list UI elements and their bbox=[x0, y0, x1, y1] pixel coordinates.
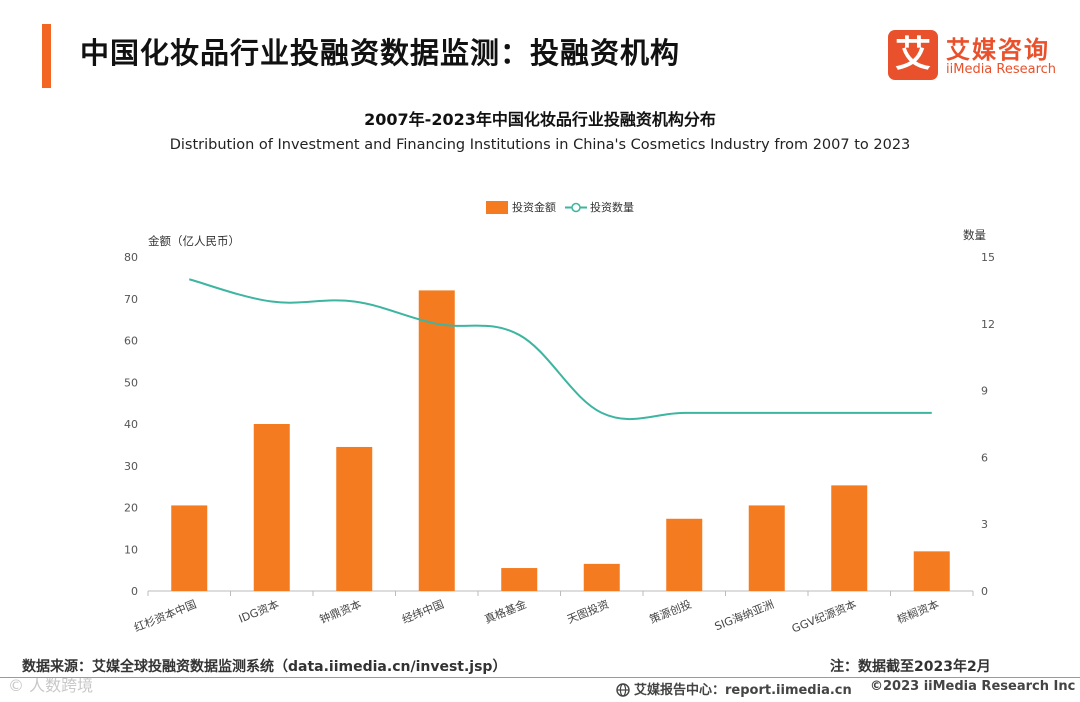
bar bbox=[913, 551, 950, 591]
legend-line-label: 投资数量 bbox=[590, 200, 634, 214]
iimedia-logo: 艾 艾媒咨询 iiMedia Research bbox=[888, 30, 1068, 82]
left-axis-title: 金额（亿人民币） bbox=[148, 234, 240, 248]
report-center-text: 艾媒报告中心：report.iimedia.cn bbox=[634, 683, 852, 698]
copyright: ©2023 iiMedia Research Inc bbox=[870, 679, 1076, 694]
report-center: 艾媒报告中心：report.iimedia.cn bbox=[616, 679, 852, 698]
title-accent-bar bbox=[42, 24, 51, 88]
left-tick-label: 40 bbox=[124, 418, 138, 431]
legend-line-marker bbox=[571, 202, 581, 213]
chart-title: 2007年-2023年中国化妆品行业投融资机构分布 bbox=[364, 110, 716, 129]
right-tick-label: 12 bbox=[981, 318, 995, 331]
x-category-label: 真格基金 bbox=[482, 597, 528, 626]
globe-icon bbox=[616, 683, 630, 697]
bar bbox=[501, 568, 538, 591]
x-category-label: IDG资本 bbox=[236, 597, 280, 626]
count-line bbox=[188, 278, 932, 421]
chart-legend: 投资金额 投资数量 bbox=[486, 200, 634, 214]
x-category-label: 天图投资 bbox=[565, 597, 611, 626]
page-title: 中国化妆品行业投融资数据监测：投融资机构 bbox=[80, 36, 681, 70]
bar bbox=[583, 563, 620, 591]
x-category-label: 钟鼎资本 bbox=[317, 597, 363, 626]
bar bbox=[171, 505, 208, 591]
legend-bar-label: 投资金额 bbox=[512, 200, 556, 214]
logo-name-en: iiMedia Research bbox=[946, 62, 1057, 77]
left-tick-label: 30 bbox=[124, 460, 138, 473]
bar bbox=[666, 518, 703, 591]
bar-series bbox=[171, 290, 950, 591]
x-category-label: 经纬中国 bbox=[400, 598, 446, 627]
data-note: 注：数据截至2023年2月 bbox=[830, 659, 991, 675]
bar bbox=[253, 424, 290, 591]
left-tick-label: 70 bbox=[124, 293, 138, 306]
data-source: 数据来源：艾媒全球投融资数据监测系统（data.iimedia.cn/inves… bbox=[22, 659, 507, 675]
left-tick-label: 0 bbox=[131, 585, 138, 598]
x-category-label: SIG海纳亚洲 bbox=[712, 597, 775, 633]
left-tick-label: 80 bbox=[124, 251, 138, 264]
logo-name-cn: 艾媒咨询 bbox=[946, 36, 1050, 64]
right-tick-label: 6 bbox=[981, 451, 988, 464]
x-category-label: 策源创投 bbox=[647, 597, 693, 626]
left-tick-label: 50 bbox=[124, 376, 138, 389]
chart-subtitle: Distribution of Investment and Financing… bbox=[169, 137, 911, 153]
right-tick-label: 0 bbox=[981, 585, 988, 598]
bar bbox=[418, 290, 455, 591]
x-category-label: 棕榈资本 bbox=[895, 597, 941, 626]
logo-mark: 艾 bbox=[888, 30, 938, 80]
right-tick-label: 3 bbox=[981, 518, 988, 531]
watermark: © 人数跨境 bbox=[8, 676, 94, 695]
right-axis-title: 数量 bbox=[963, 228, 986, 242]
combo-chart: 投资金额 投资数量 金额（亿人民币） 数量 0 10 20 30 40 50 60 70 80 0… bbox=[124, 200, 995, 636]
bar bbox=[336, 446, 373, 591]
right-tick-label: 15 bbox=[981, 251, 995, 264]
x-category-label: GGV纪源资本 bbox=[790, 597, 859, 636]
left-tick-label: 20 bbox=[124, 502, 138, 515]
bar bbox=[831, 485, 868, 591]
right-tick-label: 9 bbox=[981, 385, 988, 398]
bar bbox=[748, 505, 785, 591]
footer-divider bbox=[0, 677, 1080, 678]
x-category-label: 红杉资本中国 bbox=[132, 597, 198, 635]
left-tick-label: 10 bbox=[124, 543, 138, 556]
legend-bar-swatch bbox=[486, 201, 508, 214]
left-tick-label: 60 bbox=[124, 335, 138, 348]
line-series bbox=[188, 278, 932, 421]
